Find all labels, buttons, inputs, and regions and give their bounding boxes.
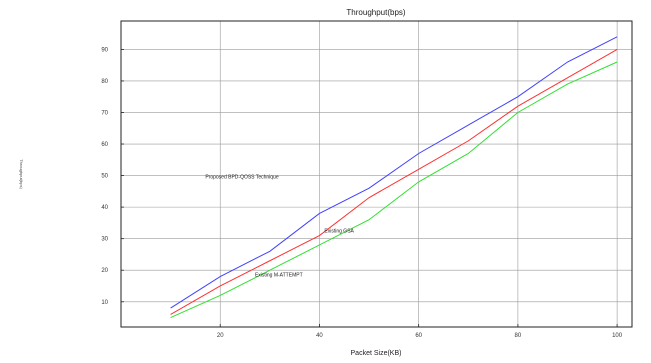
y-tick-label: 40 — [101, 205, 108, 211]
y-tick-label: 60 — [101, 142, 108, 148]
y-tick-label: 90 — [101, 47, 108, 53]
y-axis-label: Throughput(bps) — [19, 159, 24, 189]
series-line-1 — [170, 36, 618, 309]
plot-frame — [120, 20, 633, 328]
x-axis-label: Packet Size(KB) — [351, 350, 402, 357]
series-annotation-1: Proposed BPD-QOSS Technique — [205, 175, 279, 181]
series-layer — [170, 36, 618, 318]
x-tick-label: 60 — [415, 333, 422, 339]
annotations: Proposed BPD-QOSS Technique Existing GSA E… — [205, 175, 354, 279]
y-tick-label: 70 — [101, 110, 108, 116]
series-line-3 — [170, 61, 618, 318]
y-tick-label: 20 — [101, 268, 108, 274]
x-tick-label: 40 — [316, 333, 323, 339]
y-tick-label: 80 — [101, 79, 108, 85]
y-tick-label: 30 — [101, 237, 108, 243]
y-tick-label: 50 — [101, 174, 108, 180]
series-annotation-2: Existing GSA — [324, 228, 354, 234]
x-tick-label: 100 — [612, 333, 623, 339]
y-tick-label: 10 — [101, 300, 108, 306]
chart-title: Throughput(bps) — [346, 8, 405, 17]
axis-ticks: 20 40 60 80 100 10 20 30 40 50 60 70 80 90 — [101, 47, 622, 339]
x-tick-label: 80 — [515, 333, 522, 339]
series-annotation-3: Existing M-ATTEMPT — [255, 273, 303, 279]
series-line-2 — [170, 48, 618, 315]
x-tick-label: 20 — [217, 333, 224, 339]
